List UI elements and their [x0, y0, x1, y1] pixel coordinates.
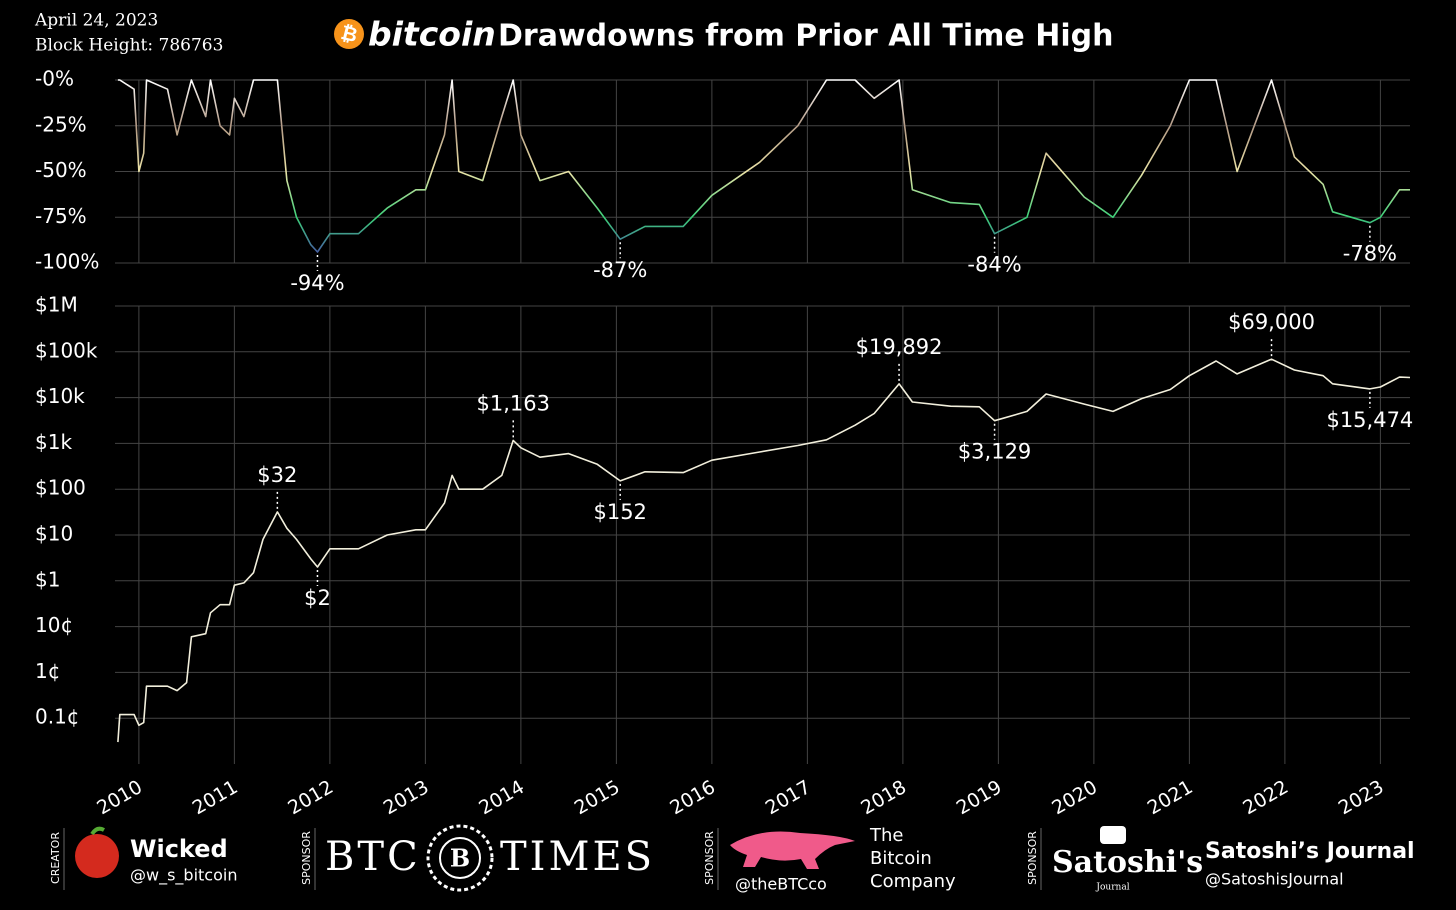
role-label: CREATOR — [49, 832, 62, 884]
y-tick-label: -75% — [35, 204, 87, 228]
chart-title: Drawdowns from Prior All Time High — [498, 19, 1113, 54]
btc-times-right: TIMES — [500, 834, 655, 880]
bitcoin-company-handle: @theBTCco — [735, 875, 827, 894]
price-line — [117, 358, 1411, 743]
y-tick-label: $10k — [35, 384, 85, 408]
annotation-label: $19,892 — [856, 335, 943, 359]
btc-times-left: BTC — [325, 834, 421, 880]
y-tick-label: $10 — [35, 522, 73, 546]
satoshis-journal-logo-sub: Journal — [1095, 883, 1129, 893]
y-tick-label: $100 — [35, 476, 86, 500]
annotation-label: $3,129 — [958, 440, 1031, 464]
bitcoin-logo-text: bitcoin — [368, 15, 496, 54]
bitcoin-company-name: The — [869, 825, 903, 846]
bitcoin-company-logo — [730, 831, 855, 869]
date: April 24, 2023 — [34, 11, 158, 31]
y-tick-label: $1M — [35, 293, 78, 317]
satoshis-journal-logo: Satoshi's — [1052, 845, 1203, 880]
y-tick-label: $100k — [35, 338, 98, 362]
y-tick-label: -50% — [35, 158, 87, 182]
satoshis-journal-name: Satoshi’s Journal — [1205, 839, 1415, 864]
satoshis-journal-icon — [1100, 826, 1126, 844]
satoshis-journal-handle: @SatoshisJournal — [1205, 870, 1344, 889]
annotation-label: $1,163 — [476, 391, 549, 415]
annotation-label: $69,000 — [1228, 310, 1315, 334]
annotation-label: -87% — [593, 258, 647, 282]
annotation-label: -94% — [290, 271, 344, 295]
btc-times-emblem-inner — [439, 837, 481, 879]
annotation-label: $152 — [593, 500, 646, 524]
creator-handle: @w_s_bitcoin — [130, 866, 237, 886]
y-tick-label: $1 — [35, 567, 60, 591]
role-label: SPONSOR — [703, 831, 716, 885]
annotation-label: $15,474 — [1326, 408, 1413, 432]
bitcoin-logo-symbol: ₿ — [339, 20, 361, 47]
btc-times-emblem — [426, 824, 494, 892]
y-tick-label: -100% — [35, 250, 99, 274]
annotation-label: -84% — [967, 253, 1021, 277]
role-label: SPONSOR — [1026, 831, 1039, 885]
bitcoin-logo-circle — [334, 19, 364, 49]
creator-name: Wicked — [130, 835, 228, 863]
role-label: SPONSOR — [300, 831, 313, 885]
y-tick-label: 10¢ — [35, 613, 73, 637]
annotation-label: $32 — [257, 463, 297, 487]
annotation-label: -78% — [1343, 242, 1397, 266]
bitcoin-company-name: Bitcoin — [870, 848, 932, 869]
y-tick-label: -0% — [35, 67, 74, 91]
y-tick-label: $1k — [35, 430, 72, 454]
bitcoin-company-name: Company — [870, 871, 956, 892]
btc-times-emblem-letter: B — [450, 844, 470, 873]
creator-icon-leaf — [90, 826, 105, 836]
y-tick-label: -25% — [35, 112, 87, 136]
creator-icon — [75, 834, 119, 878]
price-line — [117, 79, 1410, 253]
y-tick-label: 0.1¢ — [35, 705, 80, 729]
block-height: Block Height: 786763 — [35, 36, 223, 56]
y-tick-label: 1¢ — [35, 659, 60, 683]
footer: CREATOR Wicked @w_s_bitcoin SPONSOR BTC … — [49, 824, 1415, 894]
annotation-label: $2 — [304, 586, 331, 610]
